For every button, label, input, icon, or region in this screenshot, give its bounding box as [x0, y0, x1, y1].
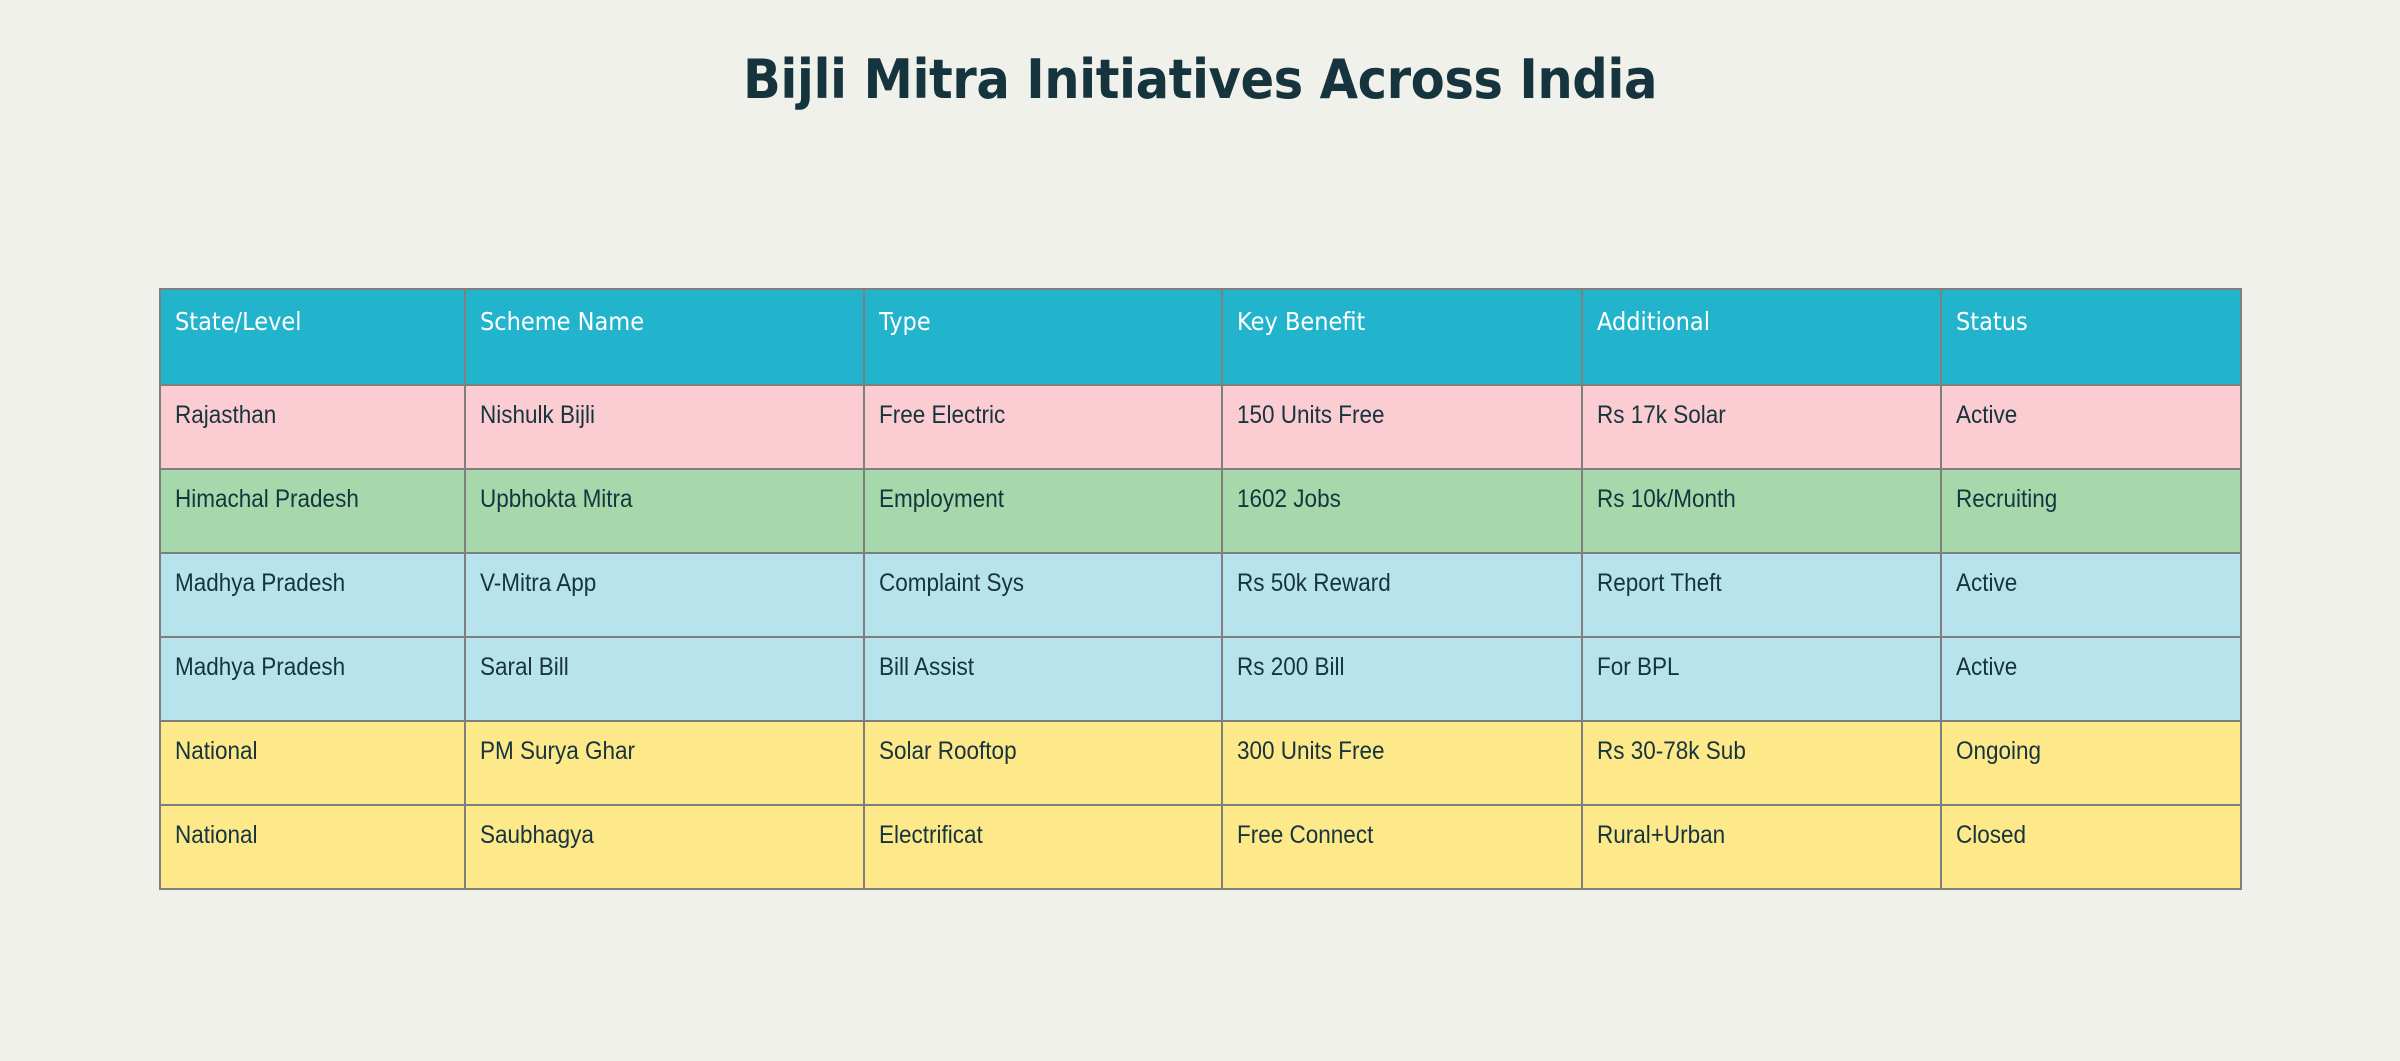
column-header[interactable]: Key Benefit — [1221, 288, 1583, 386]
column-header-label: Additional — [1597, 307, 1710, 336]
table-cell: Madhya Pradesh — [159, 636, 466, 722]
table-cell-label: Madhya Pradesh — [175, 653, 346, 681]
table-cell: Complaint Sys — [863, 552, 1223, 638]
column-header[interactable]: Scheme Name — [464, 288, 865, 386]
table-cell: National — [159, 720, 466, 806]
table-cell: 150 Units Free — [1221, 384, 1583, 470]
table-cell-label: Free Connect — [1237, 821, 1374, 849]
table-cell: Madhya Pradesh — [159, 552, 466, 638]
table-row[interactable]: Madhya Pradesh Saral Bill Bill Assist Rs 20… — [159, 636, 2242, 722]
table-row[interactable]: National Saubhagya Electrificat Free Connec… — [159, 804, 2242, 890]
table-cell-label: Rs 30-78k Sub — [1597, 737, 1746, 765]
table-header-row: State/Level Scheme Name Type Key Benefit Add… — [159, 288, 2242, 386]
table-cell: For BPL — [1581, 636, 1942, 722]
table-cell-label: Rs 50k Reward — [1237, 569, 1391, 597]
table-cell: Active — [1940, 384, 2242, 470]
table-cell-label: Active — [1956, 401, 2018, 429]
table-cell: Saubhagya — [464, 804, 865, 890]
column-header[interactable]: Status — [1940, 288, 2242, 386]
column-header-label: Key Benefit — [1237, 307, 1366, 336]
table-cell-label: Complaint Sys — [879, 569, 1025, 597]
table-cell: Himachal Pradesh — [159, 468, 466, 554]
table-cell: Saral Bill — [464, 636, 865, 722]
column-header-label: Status — [1956, 307, 2028, 336]
table-cell: Closed — [1940, 804, 2242, 890]
table-cell-label: National — [175, 821, 258, 849]
column-header[interactable]: State/Level — [159, 288, 466, 386]
column-header[interactable]: Type — [863, 288, 1223, 386]
table-cell: PM Surya Ghar — [464, 720, 865, 806]
table-cell-label: Madhya Pradesh — [175, 569, 346, 597]
table-cell: Free Electric — [863, 384, 1223, 470]
table-cell: Free Connect — [1221, 804, 1583, 890]
table-cell-label: V-Mitra App — [480, 569, 597, 597]
page-title: Bijli Mitra Initiatives Across India — [742, 48, 1658, 111]
table-cell-label: PM Surya Ghar — [480, 737, 636, 765]
table-cell-label: National — [175, 737, 258, 765]
table-cell-label: 150 Units Free — [1237, 401, 1385, 429]
table-cell-label: Closed — [1956, 821, 2027, 849]
table-cell-label: Ongoing — [1956, 737, 2042, 765]
column-header[interactable]: Additional — [1581, 288, 1942, 386]
initiatives-table: State/Level Scheme Name Type Key Benefit Add… — [159, 288, 2242, 890]
table-cell-label: Rs 17k Solar — [1597, 401, 1726, 429]
table-cell: V-Mitra App — [464, 552, 865, 638]
table-cell: Nishulk Bijli — [464, 384, 865, 470]
table-cell: Ongoing — [1940, 720, 2242, 806]
table-cell-label: Electrificat — [879, 821, 983, 849]
table-cell-label: 300 Units Free — [1237, 737, 1385, 765]
table-cell-label: Free Electric — [879, 401, 1006, 429]
table-cell-label: Nishulk Bijli — [480, 401, 596, 429]
table-cell-label: Active — [1956, 569, 2018, 597]
table-cell-label: Upbhokta Mitra — [480, 485, 633, 513]
table-cell-label: Rs 200 Bill — [1237, 653, 1345, 681]
table-container: State/Level Scheme Name Type Key Benefit Add… — [159, 288, 2242, 890]
column-header-label: State/Level — [175, 307, 302, 336]
table-cell: Rural+Urban — [1581, 804, 1942, 890]
table-cell: 300 Units Free — [1221, 720, 1583, 806]
table-cell-label: Solar Rooftop — [879, 737, 1017, 765]
table-cell-label: For BPL — [1597, 653, 1680, 681]
table-cell-label: Bill Assist — [879, 653, 975, 681]
table-cell-label: Saral Bill — [480, 653, 569, 681]
table-cell: Upbhokta Mitra — [464, 468, 865, 554]
table-body: Rajasthan Nishulk Bijli Free Electric 150 U… — [159, 384, 2242, 890]
table-row[interactable]: National PM Surya Ghar Solar Rooftop 300 Un… — [159, 720, 2242, 806]
table-cell-label: Report Theft — [1597, 569, 1722, 597]
table-cell: Rajasthan — [159, 384, 466, 470]
table-cell-label: Rs 10k/Month — [1597, 485, 1736, 513]
table-cell: Active — [1940, 552, 2242, 638]
table-cell: National — [159, 804, 466, 890]
table-row[interactable]: Rajasthan Nishulk Bijli Free Electric 150 U… — [159, 384, 2242, 470]
column-header-label: Scheme Name — [480, 307, 645, 336]
table-cell: Solar Rooftop — [863, 720, 1223, 806]
table-cell: 1602 Jobs — [1221, 468, 1583, 554]
table-cell-label: Rural+Urban — [1597, 821, 1726, 849]
table-cell: Employment — [863, 468, 1223, 554]
table-row[interactable]: Madhya Pradesh V-Mitra App Complaint Sys Rs… — [159, 552, 2242, 638]
table-cell-label: Himachal Pradesh — [175, 485, 359, 513]
table-cell-label: Active — [1956, 653, 2018, 681]
table-cell: Rs 50k Reward — [1221, 552, 1583, 638]
table-cell-label: Recruiting — [1956, 485, 2058, 513]
column-header-label: Type — [879, 307, 931, 336]
table-cell: Recruiting — [1940, 468, 2242, 554]
table-header: State/Level Scheme Name Type Key Benefit Add… — [159, 288, 2242, 386]
table-cell: Rs 17k Solar — [1581, 384, 1942, 470]
table-cell-label: Saubhagya — [480, 821, 594, 849]
table-cell: Bill Assist — [863, 636, 1223, 722]
table-cell: Rs 200 Bill — [1221, 636, 1583, 722]
table-cell: Report Theft — [1581, 552, 1942, 638]
table-cell: Electrificat — [863, 804, 1223, 890]
table-cell: Rs 30-78k Sub — [1581, 720, 1942, 806]
table-row[interactable]: Himachal Pradesh Upbhokta Mitra Employment… — [159, 468, 2242, 554]
table-cell-label: Rajasthan — [175, 401, 277, 429]
table-cell: Active — [1940, 636, 2242, 722]
table-cell-label: Employment — [879, 485, 1005, 513]
table-cell: Rs 10k/Month — [1581, 468, 1942, 554]
table-cell-label: 1602 Jobs — [1237, 485, 1341, 513]
